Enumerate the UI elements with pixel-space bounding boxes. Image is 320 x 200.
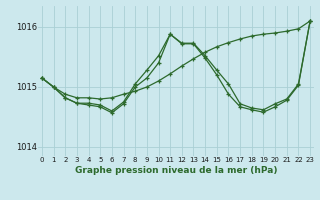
X-axis label: Graphe pression niveau de la mer (hPa): Graphe pression niveau de la mer (hPa) — [75, 166, 277, 175]
